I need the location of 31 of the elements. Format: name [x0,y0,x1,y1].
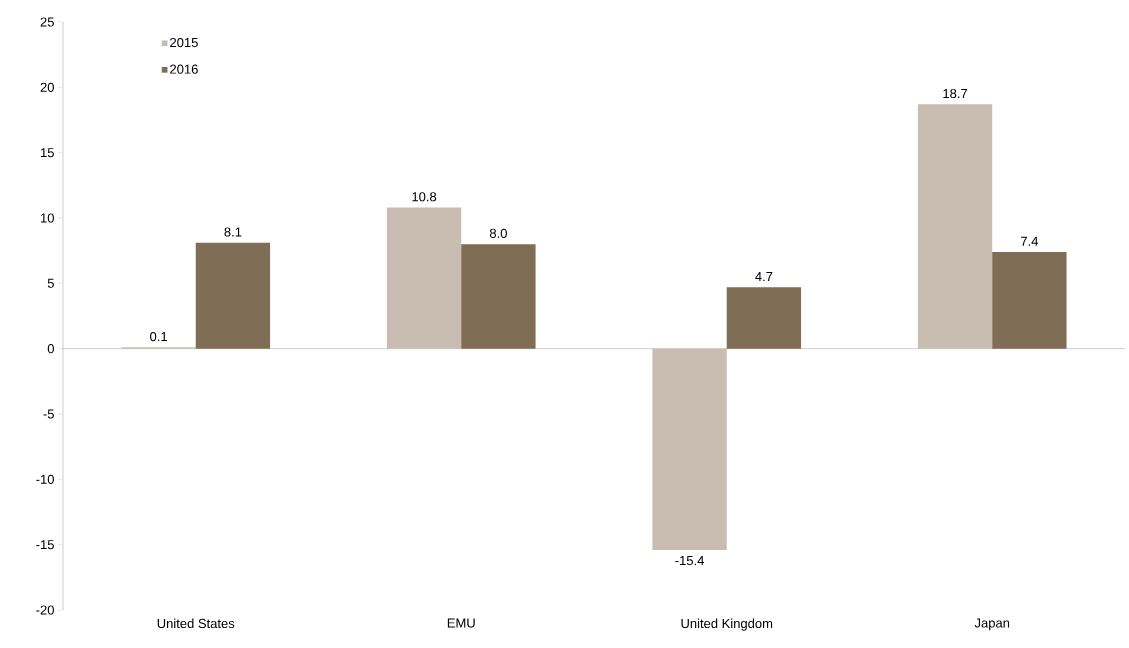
y-tick-label: 25 [40,17,54,27]
bar [726,287,802,349]
y-tick-label: 15 [41,148,54,158]
data-label: -15.4 [675,556,704,566]
y-tick-label: 0 [47,344,54,354]
bar [386,207,462,349]
data-label: 0.1 [150,331,167,342]
y-tick-label: 5 [47,278,54,288]
data-label: 10.8 [412,192,437,202]
data-label: 8.1 [224,227,242,237]
bar [461,244,536,349]
data-label: 7.4 [1021,236,1039,246]
y-tick-label: -5 [43,409,54,419]
bar [652,348,727,550]
y-tick-label: -10 [36,474,54,484]
y-tick-label: -15 [36,540,54,550]
data-label: 18.7 [943,88,968,99]
legend-label: 2016 [170,64,198,74]
y-tick-label: -20 [36,605,54,615]
bar [195,242,271,349]
x-tick-label: United Kingdom [681,618,773,631]
x-tick-label: EMU [447,618,475,628]
data-label: 8.0 [489,228,507,238]
data-label: 4.7 [755,272,773,282]
bar [917,104,993,349]
x-tick-label: Japan [974,618,1010,631]
x-tick-label: United States [157,618,235,629]
y-tick-label: 20 [40,82,54,92]
y-tick-label: 10 [41,213,54,223]
legend-label: 2015 [170,37,198,48]
bar [992,251,1067,349]
